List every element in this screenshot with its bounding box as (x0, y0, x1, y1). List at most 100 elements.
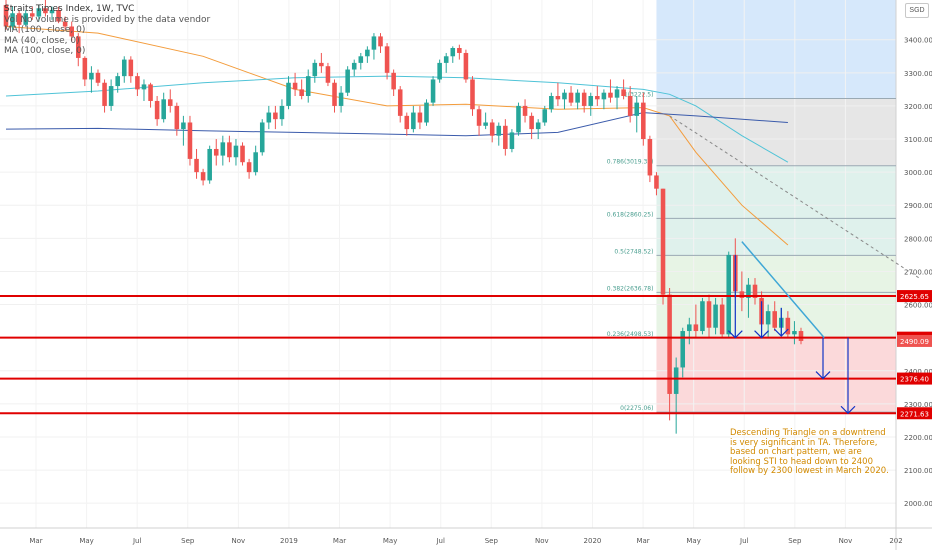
x-tick-label: Mar (636, 537, 649, 545)
candle-body (36, 8, 42, 17)
candle-body (746, 284, 751, 298)
currency-badge[interactable]: SGD (905, 3, 929, 18)
candle-body (529, 115, 534, 130)
candle-body (516, 105, 521, 133)
candle-body (43, 8, 48, 14)
candle-body (30, 13, 35, 17)
candle-body (621, 89, 626, 96)
y-tick-label: 2900.00 (904, 202, 932, 210)
candle-body (680, 331, 686, 368)
y-tick-label: 2800.00 (904, 235, 932, 243)
price-tag (897, 290, 932, 303)
arrow-down-head (754, 330, 770, 339)
triangle-resistance-line (741, 241, 825, 339)
candle-body (10, 13, 15, 27)
x-tick-label: May (79, 537, 93, 545)
candle-body (273, 112, 278, 120)
x-tick-label: 2020 (584, 537, 602, 545)
candle-body (443, 56, 449, 63)
candle-body (641, 102, 646, 140)
zone-blue (656, 0, 896, 99)
fib-level-label: 0.5(2748.52) (614, 248, 653, 255)
candle-body (555, 96, 561, 100)
x-tick-label: May (383, 537, 397, 545)
candle-body (654, 175, 659, 189)
y-tick-label: 2200.00 (904, 434, 932, 442)
fib-level-label: 1(3222.5) (624, 91, 654, 98)
moving-average-line (5, 112, 788, 137)
dotted-trend-line (669, 115, 920, 279)
candle-body (588, 96, 594, 106)
candle-body (562, 92, 567, 100)
candle-body (371, 36, 377, 50)
candle-body (102, 82, 107, 106)
candle-body (457, 48, 462, 53)
zone-red (656, 338, 896, 413)
candle-body (483, 122, 488, 126)
candle-body (614, 89, 620, 98)
candle-body (667, 294, 672, 394)
candle-body (792, 331, 797, 335)
candle-body (266, 112, 272, 123)
legend-ma-3[interactable]: MA (100, close, 0) (4, 46, 86, 56)
price-tag (897, 407, 932, 420)
arrow-down-head (727, 330, 743, 339)
x-tick-label: Sep (788, 537, 802, 545)
candle-body (167, 99, 173, 106)
candle-body (384, 46, 390, 73)
fib-level-label: 0.618(2860.25) (607, 211, 654, 218)
candle-body (489, 122, 495, 136)
candle-body (207, 148, 212, 181)
moving-average-line (5, 26, 789, 246)
x-tick-label: Nov (535, 537, 549, 545)
candle-body (535, 122, 541, 130)
candle-body (325, 66, 331, 83)
candle-body (338, 92, 344, 106)
candle-body (542, 109, 548, 123)
candle-body (627, 96, 633, 116)
x-tick-label: Mar (29, 537, 42, 545)
candle-body (108, 86, 114, 106)
candle-body (397, 89, 403, 116)
candle-body (345, 69, 350, 93)
price-tag (897, 372, 932, 385)
candle-body (194, 158, 199, 173)
y-tick-label: 3000.00 (904, 169, 932, 177)
candle-body (174, 105, 180, 130)
candle-body (23, 13, 28, 25)
candle-body (135, 76, 140, 90)
candle-body (660, 188, 666, 295)
candle-body (16, 13, 22, 25)
fib-level-label: 0.236(2498.53) (607, 331, 654, 338)
candle-body (450, 48, 456, 57)
legend-title: Straits Times Index, 1W, TVC (4, 4, 135, 14)
legend-ma-1[interactable]: MA (100, close, 0) (4, 25, 86, 35)
candle-body (121, 59, 127, 77)
candle-body (601, 92, 607, 100)
candle-body (476, 109, 482, 126)
moving-average-line (5, 75, 789, 163)
legend-ma-2[interactable]: MA (40, close, 0) (4, 35, 80, 46)
y-tick-label: 3300.00 (904, 70, 932, 78)
candle-body (246, 162, 252, 173)
legend-volume-note: Vol No volume is provided by the data ve… (4, 14, 211, 25)
y-tick-label: 2300.00 (904, 401, 932, 409)
candle-body (726, 254, 732, 335)
candle-body (233, 145, 239, 158)
x-tick-label: Nov (232, 537, 246, 545)
y-tick-label: 3100.00 (904, 136, 932, 144)
candle-body (305, 76, 311, 96)
candle-body (82, 57, 88, 80)
candle-body (404, 115, 410, 130)
x-tick-label: Jul (132, 537, 142, 545)
fib-level-label: 0(2275.06) (620, 405, 653, 412)
x-tick-label: Sep (485, 537, 499, 545)
candle-body (785, 317, 791, 335)
candle-body (595, 96, 600, 100)
price-tag-label: 2490.09 (900, 338, 929, 346)
x-tick-label: 2019 (280, 537, 298, 545)
candle-body (115, 76, 120, 87)
candle-body (253, 152, 258, 173)
candle-body (332, 82, 337, 106)
